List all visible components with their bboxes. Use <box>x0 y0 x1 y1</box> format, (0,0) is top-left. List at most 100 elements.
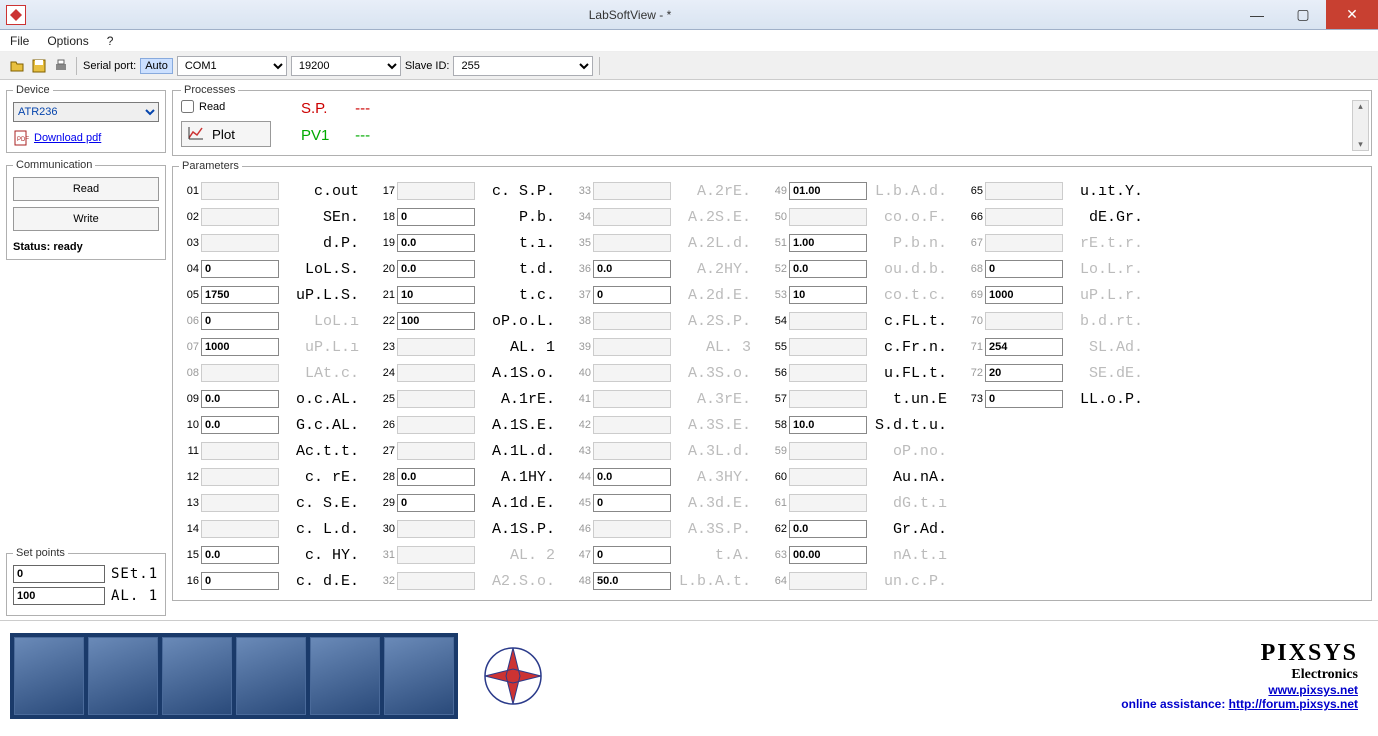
param-input-49[interactable] <box>789 182 867 200</box>
write-button[interactable]: Write <box>13 207 159 231</box>
param-num-36: 36 <box>573 263 591 275</box>
setpoint-input-0[interactable] <box>13 565 105 583</box>
param-label-41: A.3rE. <box>677 391 751 408</box>
param-input-37[interactable] <box>593 286 671 304</box>
auto-button[interactable]: Auto <box>140 58 173 74</box>
read-button[interactable]: Read <box>13 177 159 201</box>
param-label-58: S.d.t.u. <box>873 417 947 434</box>
processes-group: Processes Read Plot S.P. --- PV1 --- ▴▾ <box>172 84 1372 156</box>
menu-file[interactable]: File <box>10 34 29 48</box>
param-num-16: 16 <box>181 575 199 587</box>
param-input-59 <box>789 442 867 460</box>
setpoint-input-1[interactable] <box>13 587 105 605</box>
scrollbar[interactable]: ▴▾ <box>1352 100 1369 151</box>
param-input-15[interactable] <box>201 546 279 564</box>
param-input-09[interactable] <box>201 390 279 408</box>
param-input-55 <box>789 338 867 356</box>
param-label-12: c. rE. <box>285 469 359 486</box>
param-label-70: b.d.rt. <box>1069 313 1143 330</box>
param-num-04: 04 <box>181 263 199 275</box>
assist-url[interactable]: http://forum.pixsys.net <box>1229 697 1358 711</box>
param-input-10[interactable] <box>201 416 279 434</box>
param-label-69: uP.L.r. <box>1069 287 1143 304</box>
param-input-18[interactable] <box>397 208 475 226</box>
param-num-54: 54 <box>769 315 787 327</box>
param-num-01: 01 <box>181 185 199 197</box>
param-input-29[interactable] <box>397 494 475 512</box>
param-input-06[interactable] <box>201 312 279 330</box>
param-input-44[interactable] <box>593 468 671 486</box>
param-input-60 <box>789 468 867 486</box>
param-label-07: uP.L.ı <box>285 339 359 356</box>
param-input-30 <box>397 520 475 538</box>
brand-url[interactable]: www.pixsys.net <box>1268 683 1358 697</box>
param-input-22[interactable] <box>397 312 475 330</box>
param-label-49: L.b.A.d. <box>873 183 947 200</box>
param-input-36[interactable] <box>593 260 671 278</box>
param-num-19: 19 <box>377 237 395 249</box>
param-input-19[interactable] <box>397 234 475 252</box>
footer: PIXSYS Electronics www.pixsys.net online… <box>0 620 1378 730</box>
param-input-28[interactable] <box>397 468 475 486</box>
svg-text:PDF: PDF <box>17 137 29 143</box>
param-input-07[interactable] <box>201 338 279 356</box>
param-label-03: d.P. <box>285 235 359 252</box>
param-input-20[interactable] <box>397 260 475 278</box>
pixsys-branding: PIXSYS Electronics www.pixsys.net online… <box>1121 640 1358 711</box>
param-input-73[interactable] <box>985 390 1063 408</box>
param-input-47[interactable] <box>593 546 671 564</box>
param-num-14: 14 <box>181 523 199 535</box>
open-icon[interactable] <box>8 57 26 75</box>
read-checkbox[interactable] <box>181 100 194 113</box>
param-input-01 <box>201 182 279 200</box>
param-input-21[interactable] <box>397 286 475 304</box>
minimize-button[interactable]: — <box>1234 0 1280 29</box>
param-label-53: co.t.c. <box>873 287 947 304</box>
device-select[interactable]: ATR236 <box>13 102 159 122</box>
param-num-68: 68 <box>965 263 983 275</box>
print-icon[interactable] <box>52 57 70 75</box>
param-input-52[interactable] <box>789 260 867 278</box>
slave-select[interactable]: 255 <box>453 56 593 76</box>
plot-button[interactable]: Plot <box>181 121 271 147</box>
param-num-29: 29 <box>377 497 395 509</box>
param-input-45[interactable] <box>593 494 671 512</box>
param-input-71[interactable] <box>985 338 1063 356</box>
param-label-50: co.o.F. <box>873 209 947 226</box>
param-num-27: 27 <box>377 445 395 457</box>
param-input-16[interactable] <box>201 572 279 590</box>
maximize-button[interactable]: ▢ <box>1280 0 1326 29</box>
save-icon[interactable] <box>30 57 48 75</box>
param-input-08 <box>201 364 279 382</box>
param-input-69[interactable] <box>985 286 1063 304</box>
com-select[interactable]: COM1 <box>177 56 287 76</box>
baud-select[interactable]: 19200 <box>291 56 401 76</box>
param-input-72[interactable] <box>985 364 1063 382</box>
param-input-40 <box>593 364 671 382</box>
param-num-47: 47 <box>573 549 591 561</box>
param-input-51[interactable] <box>789 234 867 252</box>
param-num-71: 71 <box>965 341 983 353</box>
param-num-24: 24 <box>377 367 395 379</box>
param-input-17 <box>397 182 475 200</box>
menu-help[interactable]: ? <box>107 34 114 48</box>
param-input-05[interactable] <box>201 286 279 304</box>
param-input-62[interactable] <box>789 520 867 538</box>
param-input-04[interactable] <box>201 260 279 278</box>
param-input-12 <box>201 468 279 486</box>
param-input-53[interactable] <box>789 286 867 304</box>
menu-options[interactable]: Options <box>47 34 88 48</box>
sp-value: --- <box>355 100 370 117</box>
param-label-40: A.3S.o. <box>677 365 751 382</box>
param-input-23 <box>397 338 475 356</box>
param-input-68[interactable] <box>985 260 1063 278</box>
param-input-58[interactable] <box>789 416 867 434</box>
param-input-31 <box>397 546 475 564</box>
product-image <box>384 637 454 715</box>
param-num-23: 23 <box>377 341 395 353</box>
download-pdf-link[interactable]: Download pdf <box>34 132 101 144</box>
param-label-20: t.d. <box>481 261 555 278</box>
param-input-63[interactable] <box>789 546 867 564</box>
param-input-48[interactable] <box>593 572 671 590</box>
close-button[interactable]: ✕ <box>1326 0 1378 29</box>
